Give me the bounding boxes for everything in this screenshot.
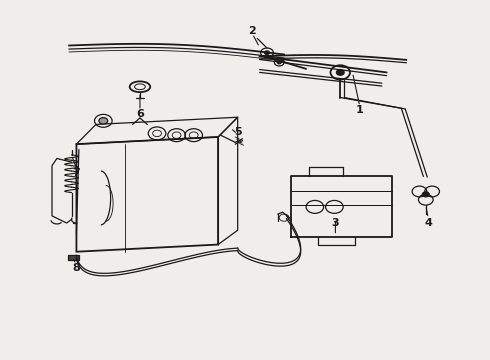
Text: 8: 8: [73, 263, 80, 273]
Circle shape: [277, 61, 281, 64]
Circle shape: [422, 192, 429, 197]
Text: 2: 2: [248, 26, 256, 36]
Text: 1: 1: [356, 105, 364, 115]
Text: 4: 4: [424, 218, 432, 228]
Circle shape: [265, 51, 270, 54]
Bar: [68, 255, 79, 260]
Circle shape: [99, 118, 108, 124]
Text: 5: 5: [234, 127, 242, 136]
Circle shape: [336, 69, 344, 75]
Text: 6: 6: [136, 109, 144, 119]
Text: 3: 3: [332, 218, 339, 228]
Text: 7: 7: [73, 168, 80, 178]
